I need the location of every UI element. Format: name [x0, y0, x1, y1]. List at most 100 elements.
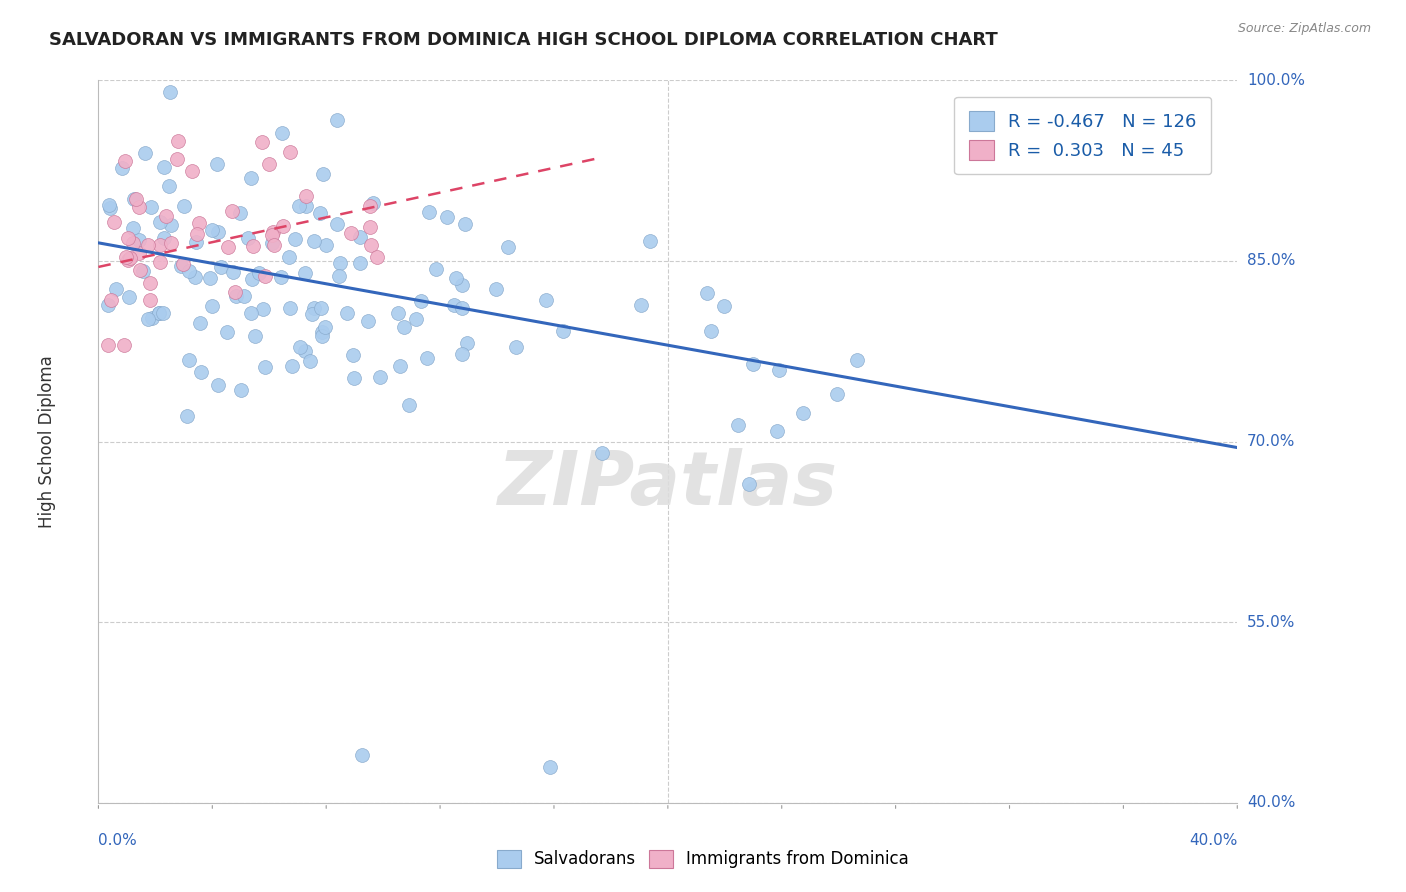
Point — [630, 298, 652, 312]
Point — [312, 167, 335, 181]
Point — [252, 301, 274, 316]
Point — [157, 178, 180, 193]
Point — [149, 214, 172, 228]
Point — [309, 206, 332, 220]
Point — [278, 145, 301, 159]
Point — [233, 288, 256, 302]
Point — [551, 324, 574, 338]
Point — [425, 262, 447, 277]
Point — [136, 311, 159, 326]
Point — [336, 306, 359, 320]
Point — [170, 259, 193, 273]
Point — [765, 425, 787, 439]
Point — [311, 326, 333, 340]
Point — [120, 251, 142, 265]
Point — [114, 154, 136, 169]
Point — [181, 163, 204, 178]
Point — [198, 271, 221, 285]
Point — [167, 135, 190, 149]
Point — [205, 157, 228, 171]
Point — [398, 398, 420, 412]
Point — [177, 353, 200, 368]
Point — [281, 359, 304, 373]
Point — [148, 305, 170, 319]
Point — [128, 246, 150, 260]
Point — [132, 264, 155, 278]
Point — [284, 232, 307, 246]
Point — [98, 201, 121, 215]
Point — [149, 254, 172, 268]
Point — [505, 340, 527, 354]
Point — [97, 298, 120, 312]
Point — [225, 289, 247, 303]
Point — [159, 85, 181, 99]
Point — [328, 269, 350, 284]
Point — [253, 269, 276, 284]
Point — [173, 199, 195, 213]
Point — [201, 222, 224, 236]
Point — [591, 445, 613, 459]
Point — [825, 386, 848, 401]
Point — [302, 234, 325, 248]
Point — [311, 329, 333, 343]
Point — [122, 236, 145, 251]
Point — [325, 112, 347, 127]
Point — [349, 230, 371, 244]
Point — [139, 276, 162, 290]
Point — [141, 200, 163, 214]
Point — [260, 236, 283, 251]
Point — [270, 270, 292, 285]
Point — [97, 198, 120, 212]
Point — [340, 227, 363, 241]
Point — [242, 272, 264, 286]
Point — [792, 406, 814, 420]
Point — [727, 418, 749, 433]
Text: 100.0%: 100.0% — [1247, 73, 1305, 87]
Point — [152, 161, 174, 175]
Point — [700, 324, 723, 338]
Point — [259, 157, 281, 171]
Text: SALVADORAN VS IMMIGRANTS FROM DOMINICA HIGH SCHOOL DIPLOMA CORRELATION CHART: SALVADORAN VS IMMIGRANTS FROM DOMINICA H… — [49, 31, 998, 49]
Point — [271, 219, 294, 234]
Point — [366, 250, 388, 264]
Point — [252, 135, 274, 149]
Point — [172, 257, 194, 271]
Point — [228, 206, 250, 220]
Point — [243, 329, 266, 343]
Point — [329, 256, 352, 270]
Point — [271, 126, 294, 140]
Point — [326, 217, 349, 231]
Point — [159, 218, 181, 232]
Point — [176, 409, 198, 423]
Point — [451, 278, 474, 293]
Point — [295, 199, 318, 213]
Point — [485, 281, 508, 295]
Point — [215, 325, 238, 339]
Point — [221, 203, 243, 218]
Point — [262, 225, 284, 239]
Point — [418, 205, 440, 219]
Text: 70.0%: 70.0% — [1247, 434, 1295, 449]
Point — [117, 252, 139, 267]
Point — [224, 285, 246, 299]
Point — [177, 263, 200, 277]
Point — [128, 233, 150, 247]
Point — [280, 301, 302, 315]
Text: Source: ZipAtlas.com: Source: ZipAtlas.com — [1237, 22, 1371, 36]
Point — [409, 294, 432, 309]
Point — [239, 171, 262, 186]
Point — [640, 234, 662, 248]
Point — [141, 311, 163, 326]
Point — [103, 214, 125, 228]
Point — [111, 161, 134, 175]
Point — [436, 211, 458, 225]
Point — [117, 231, 139, 245]
Point — [159, 235, 181, 250]
Point — [263, 237, 285, 252]
Point — [302, 301, 325, 315]
Text: 40.0%: 40.0% — [1189, 833, 1237, 848]
Point — [352, 747, 374, 762]
Point — [207, 378, 229, 392]
Point — [534, 293, 557, 307]
Point — [184, 270, 207, 285]
